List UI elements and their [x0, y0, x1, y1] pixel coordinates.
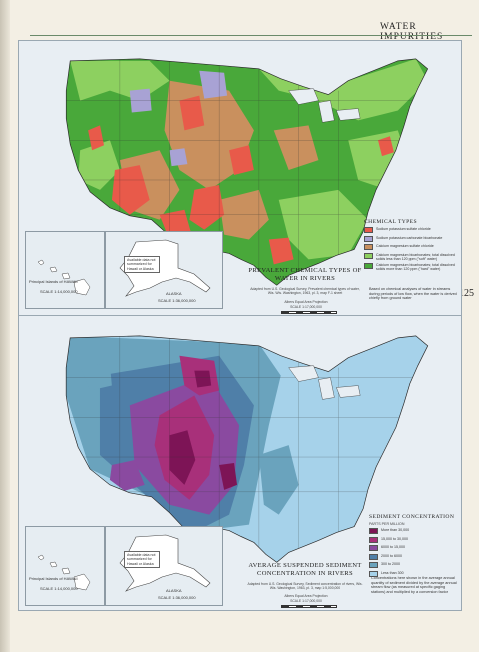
legend-swatch [369, 553, 378, 560]
header-rule [30, 35, 472, 36]
legend-item: Calcium magnesium sulfate chloride [364, 244, 459, 250]
hawaii-islands-shape [37, 554, 91, 591]
legend-swatch [364, 244, 373, 250]
page-number: 125 [459, 288, 474, 299]
sediment-map-credit: Adapted from U.S. Geological Survey, Sed… [247, 582, 363, 591]
chemical-map-credit: Adapted from U.S. Geological Survey, Pre… [250, 287, 360, 296]
legend-item: Calcium magnesium bicarbonates; total di… [364, 252, 459, 261]
sediment-concentration-map [65, 335, 429, 563]
legend-item: Sodium potassium sulfate chloride [364, 227, 459, 233]
legend-label: More than 30,000 [381, 528, 410, 532]
sediment-map-title: AVERAGE SUSPENDED SEDIMENT CONCENTRATION… [248, 562, 362, 578]
hawaii-label: Principal Islands of HAWAII [29, 279, 78, 284]
legend-label: 6000 to 15,000 [381, 545, 405, 549]
alaska-inset: Available data not summarized for Hawaii… [105, 526, 223, 606]
sediment-map-panel: Principal Islands of HAWAII SCALE 1:14,0… [18, 315, 462, 611]
hawaii-label: Principal Islands of HAWAII [29, 576, 78, 581]
legend-label: Sodium potassium sulfate chloride [376, 227, 431, 231]
legend-swatch [369, 545, 378, 551]
chemical-types-map-panel: Principal Islands of HAWAII SCALE 1:14,0… [18, 40, 462, 317]
hawaii-inset: Principal Islands of HAWAII SCALE 1:14,0… [25, 526, 105, 606]
running-head: WATER IMPURITIES [380, 22, 444, 42]
legend-swatch [364, 227, 373, 233]
alaska-shape [119, 239, 211, 297]
sediment-legend-note: Concentrations here shown in the average… [371, 576, 457, 595]
legend-item: 300 to 2000 [369, 562, 459, 568]
legend-label: Calcium magnesium bicarbonates; total di… [376, 263, 455, 272]
alaska-scale: SCALE 1:36,000,000 [158, 595, 196, 600]
alaska-data-note: Available data not summarized for Hawaii… [124, 256, 160, 273]
legend-swatch [364, 263, 373, 270]
sediment-map-projection: Albers Equal Area Projection [284, 594, 328, 598]
sediment-map-scale-label: SCALE 1:17,000,000 [290, 599, 322, 603]
hawaii-inset: Principal Islands of HAWAII SCALE 1:14,0… [25, 231, 105, 309]
sediment-legend-subtitle: PARTS PER MILLION [369, 522, 405, 526]
legend-item: 6000 to 15,000 [369, 545, 459, 551]
hawaii-islands-shape [37, 259, 91, 296]
alaska-label: ALASKA [166, 588, 182, 593]
legend-swatch [364, 252, 373, 259]
alaska-data-note: Available data not summarized for Hawaii… [124, 551, 160, 568]
legend-item: 2000 to 6000 [369, 553, 459, 560]
chemical-map-projection: Albers Equal Area Projection [284, 300, 328, 304]
chemical-legend-note: Based on chemical analyses of water in s… [369, 287, 457, 301]
legend-label: 300 to 2000 [381, 562, 400, 566]
sediment-legend-title: SEDIMENT CONCENTRATION [369, 514, 455, 520]
alaska-label: ALASKA [166, 291, 182, 296]
legend-label: Calcium magnesium bicarbonates; total di… [376, 252, 455, 261]
hawaii-scale: SCALE 1:14,000,000 [40, 289, 78, 294]
legend-item: 15,000 to 30,000 [369, 536, 459, 543]
alaska-inset: Available data not summarized for Hawaii… [105, 231, 223, 309]
page-binding-edge [0, 0, 10, 652]
hawaii-scale: SCALE 1:14,000,000 [40, 586, 78, 591]
legend-label: Calcium magnesium sulfate chloride [376, 244, 434, 248]
legend-item: Calcium magnesium bicarbonates; total di… [364, 263, 459, 271]
chemical-legend-title: CHEMICAL TYPES [364, 219, 417, 225]
legend-label: Less than 300 [381, 570, 404, 575]
legend-item: More than 30,000 [369, 528, 459, 534]
legend-swatch [369, 528, 378, 534]
legend-label: Sodium potassium carbonate bicarbonate [376, 235, 443, 240]
alaska-scale: SCALE 1:36,000,000 [158, 298, 196, 303]
legend-swatch [369, 570, 378, 577]
legend-label: 15,000 to 30,000 [381, 536, 408, 541]
sediment-map-scale-bar [281, 605, 337, 608]
alaska-shape [119, 534, 211, 592]
legend-swatch [369, 536, 378, 543]
chemical-map-title: PREVALENT CHEMICAL TYPES OF WATER IN RIV… [248, 267, 362, 283]
legend-item: Sodium potassium carbonate bicarbonate [364, 235, 459, 242]
legend-swatch [369, 562, 378, 568]
chemical-map-scale-bar [281, 311, 337, 314]
sediment-concentration-legend: SEDIMENT CONCENTRATION PARTS PER MILLION… [369, 514, 459, 579]
chemical-types-legend: CHEMICAL TYPES Sodium potassium sulfate … [364, 219, 459, 274]
legend-label: 2000 to 6000 [381, 553, 402, 558]
legend-swatch [364, 235, 373, 242]
chemical-map-scale-label: SCALE 1:17,000,000 [290, 305, 322, 309]
legend-item: Less than 300 [369, 570, 459, 577]
